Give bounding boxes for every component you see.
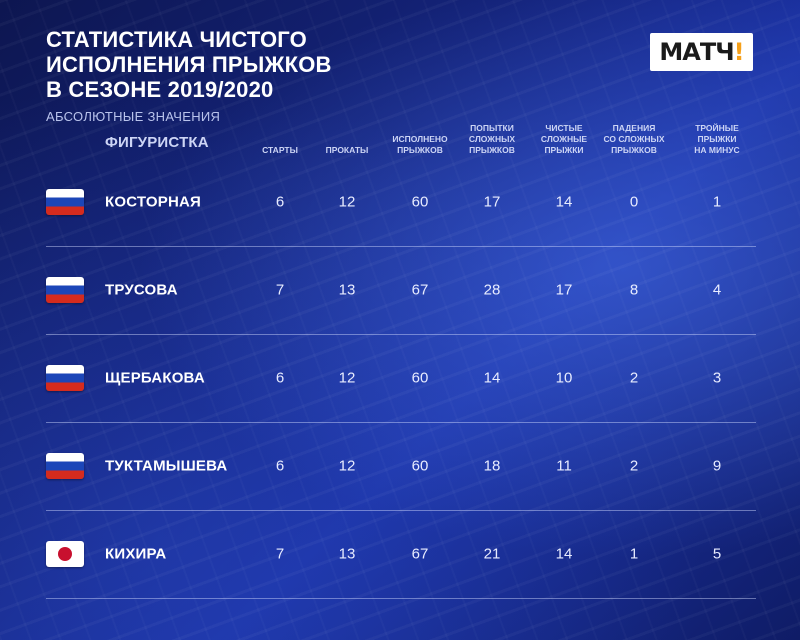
- column-header-skater: ФИГУРИСТКА: [105, 134, 209, 151]
- skater-name: ТРУСОВА: [105, 281, 178, 299]
- skater-name: ТУКТАМЫШЕВА: [105, 457, 228, 475]
- column-header-hard-attempts: ПОПЫТКИ СЛОЖНЫХ ПРЫЖКОВ: [468, 123, 516, 155]
- cell-hard-attempts: 28: [483, 281, 501, 299]
- cell-jumps-done: 60: [411, 369, 429, 387]
- cell-negative-triples: 3: [712, 369, 722, 387]
- cell-starts: 7: [275, 545, 285, 563]
- cell-clean-hard: 14: [555, 193, 573, 211]
- table-row: КОСТОРНАЯ 6 12 60 17 14 0 1: [46, 158, 756, 247]
- column-header-falls: ПАДЕНИЯ СО СЛОЖНЫХ ПРЫЖКОВ: [603, 123, 665, 155]
- cell-negative-triples: 5: [712, 545, 722, 563]
- logo-mark: !: [733, 38, 745, 66]
- table-row: ЩЕРБАКОВА 6 12 60 14 10 2 3: [46, 334, 756, 423]
- cell-jumps-done: 60: [411, 193, 429, 211]
- cell-jumps-done: 67: [411, 545, 429, 563]
- cell-falls: 2: [629, 457, 639, 475]
- skater-name: КОСТОРНАЯ: [105, 193, 201, 211]
- cell-clean-hard: 14: [555, 545, 573, 563]
- russia-flag-icon: [46, 365, 84, 391]
- cell-hard-attempts: 18: [483, 457, 501, 475]
- page-title: СТАТИСТИКА ЧИСТОГО ИСПОЛНЕНИЯ ПРЫЖКОВ В …: [46, 27, 406, 102]
- table-row: КИХИРА 7 13 67 21 14 1 5: [46, 510, 756, 599]
- cell-starts: 6: [275, 457, 285, 475]
- column-header-negative-triples: ТРОЙНЫЕ ПРЫЖКИ НА МИНУС: [694, 123, 740, 155]
- cell-negative-triples: 4: [712, 281, 722, 299]
- logo-main: МАТЧ: [659, 38, 734, 66]
- cell-clean-hard: 10: [555, 369, 573, 387]
- cell-falls: 1: [629, 545, 639, 563]
- russia-flag-icon: [46, 453, 84, 479]
- cell-falls: 2: [629, 369, 639, 387]
- cell-hard-attempts: 17: [483, 193, 501, 211]
- cell-negative-triples: 9: [712, 457, 722, 475]
- cell-programs: 13: [338, 281, 356, 299]
- skater-name: ЩЕРБАКОВА: [105, 369, 205, 387]
- column-header-clean-hard: ЧИСТЫЕ СЛОЖНЫЕ ПРЫЖКИ: [540, 123, 588, 155]
- russia-flag-icon: [46, 277, 84, 303]
- column-header-programs: ПРОКАТЫ: [325, 145, 369, 155]
- russia-flag-icon: [46, 189, 84, 215]
- cell-starts: 6: [275, 369, 285, 387]
- japan-flag-icon: [46, 541, 84, 567]
- cell-clean-hard: 17: [555, 281, 573, 299]
- cell-jumps-done: 67: [411, 281, 429, 299]
- cell-starts: 6: [275, 193, 285, 211]
- column-header-starts: СТАРТЫ: [262, 145, 298, 155]
- cell-negative-triples: 1: [712, 193, 722, 211]
- cell-falls: 8: [629, 281, 639, 299]
- table-row: ТРУСОВА 7 13 67 28 17 8 4: [46, 246, 756, 335]
- table-row: ТУКТАМЫШЕВА 6 12 60 18 11 2 9: [46, 422, 756, 511]
- cell-clean-hard: 11: [556, 457, 572, 475]
- title-line-2: ИСПОЛНЕНИЯ ПРЫЖКОВ: [46, 52, 332, 77]
- cell-falls: 0: [629, 193, 639, 211]
- title-line-3: В СЕЗОНЕ 2019/2020: [46, 77, 274, 102]
- cell-hard-attempts: 14: [483, 369, 501, 387]
- table-header: ФИГУРИСТКА СТАРТЫ ПРОКАТЫ ИСПОЛНЕНО ПРЫЖ…: [0, 118, 800, 156]
- logo-text: МАТЧ!: [659, 38, 745, 66]
- cell-starts: 7: [275, 281, 285, 299]
- cell-programs: 12: [338, 193, 356, 211]
- skater-name: КИХИРА: [105, 545, 167, 563]
- cell-programs: 12: [338, 457, 356, 475]
- cell-hard-attempts: 21: [483, 545, 501, 563]
- cell-programs: 12: [338, 369, 356, 387]
- title-line-1: СТАТИСТИКА ЧИСТОГО: [46, 27, 307, 52]
- cell-programs: 13: [338, 545, 356, 563]
- match-tv-logo: МАТЧ!: [650, 33, 753, 71]
- cell-jumps-done: 60: [411, 457, 429, 475]
- subtitle: АБСОЛЮТНЫЕ ЗНАЧЕНИЯ: [46, 109, 221, 124]
- column-header-jumps-done: ИСПОЛНЕНО ПРЫЖКОВ: [392, 134, 448, 155]
